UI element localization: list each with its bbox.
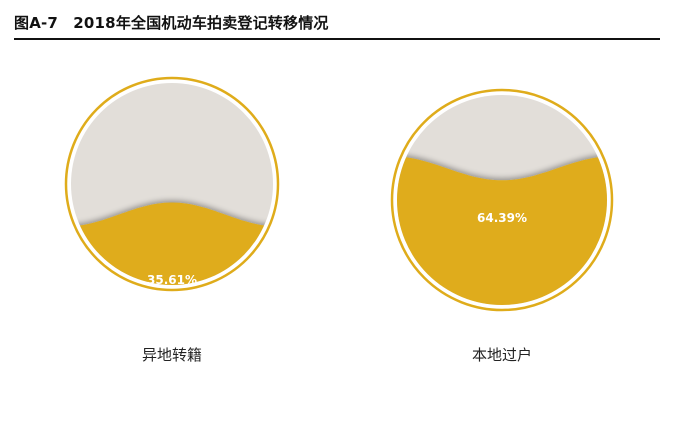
- gauge-category-label: 本地过户: [472, 346, 532, 364]
- gauge-ring: [64, 76, 280, 292]
- gauge-1: 35.61% 异地转籍: [64, 76, 280, 364]
- title-divider: [14, 38, 660, 40]
- gauge-value-label: 64.39%: [477, 211, 527, 225]
- gauge-liquid-fill: [397, 156, 607, 305]
- gauge-ring: [390, 88, 614, 312]
- gauge-2: 64.39% 本地过户: [390, 88, 614, 364]
- gauge-category-label: 异地转籍: [142, 346, 202, 364]
- gauge-value-label: 35.61%: [147, 273, 197, 287]
- figure-title: 图A-7 2018年全国机动车拍卖登记转移情况: [14, 14, 329, 32]
